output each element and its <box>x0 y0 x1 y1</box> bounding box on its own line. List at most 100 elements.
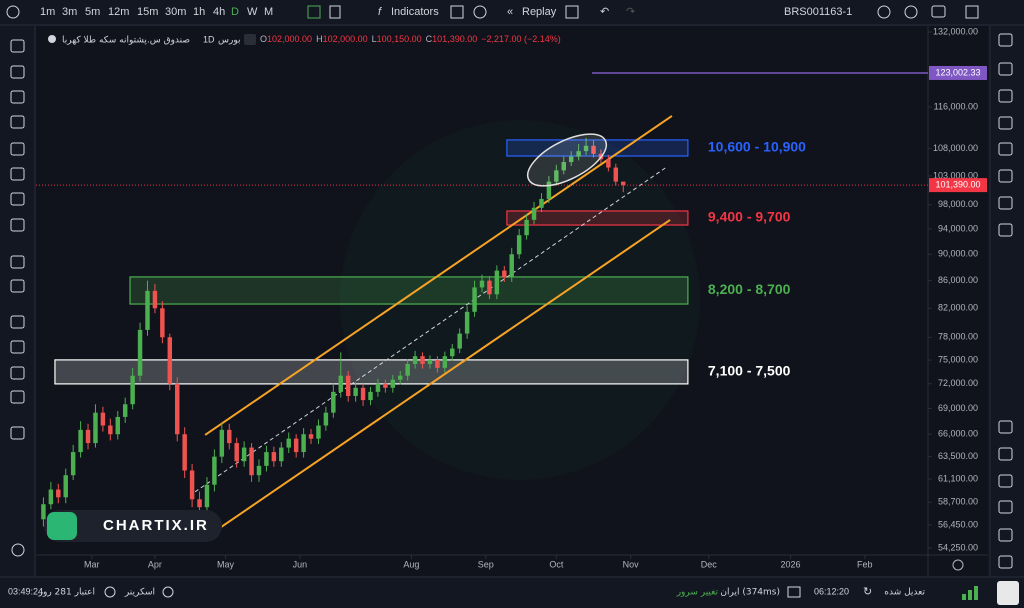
side-panel-button[interactable] <box>998 447 1013 461</box>
drawing-tool-button[interactable] <box>10 142 25 156</box>
drawing-tool-button[interactable] <box>10 39 25 53</box>
side-panel-button[interactable] <box>998 33 1013 47</box>
side-panel-button[interactable] <box>998 528 1013 542</box>
y-tick-label: 61,100.00 <box>938 473 978 483</box>
refresh-icon[interactable]: ↻ <box>863 586 872 598</box>
drawing-tool-button[interactable] <box>10 90 25 104</box>
candle-body <box>182 434 187 471</box>
interval-button[interactable]: M <box>264 6 273 18</box>
side-panel-button[interactable] <box>998 89 1013 103</box>
side-panel-button[interactable] <box>998 62 1013 76</box>
indicators-button[interactable]: Indicators <box>391 6 439 18</box>
snapshot-button[interactable] <box>931 5 946 18</box>
drawing-tool-button[interactable] <box>10 315 25 329</box>
side-panel-button[interactable] <box>998 500 1013 514</box>
candle-body <box>427 360 433 364</box>
interval-button[interactable]: W <box>247 6 258 18</box>
candle-body <box>464 311 470 334</box>
drawing-tool-button[interactable] <box>10 279 25 293</box>
candle-body <box>167 337 173 384</box>
interval-button[interactable]: 1h <box>193 6 205 18</box>
fx-icon: f <box>378 6 382 18</box>
drawing-tool-button[interactable] <box>10 192 25 206</box>
y-tick-label: 75,000.00 <box>938 354 978 364</box>
symbol-name[interactable]: BRS001163-1 <box>784 6 852 18</box>
candle-body <box>331 391 336 413</box>
y-tick-label: 103,000.00 <box>933 170 978 180</box>
drawing-tool-button[interactable] <box>10 390 25 404</box>
y-tick-label: 56,450.00 <box>938 519 978 529</box>
watermark-icon <box>47 512 77 540</box>
layout-button[interactable] <box>565 5 579 19</box>
side-panel-button[interactable] <box>998 223 1013 237</box>
x-tick-label: Mar <box>84 559 100 569</box>
candle-body <box>56 489 61 498</box>
candle-body <box>621 181 626 186</box>
undo-button[interactable]: ↶ <box>600 6 609 18</box>
interval-button[interactable]: 1m <box>40 6 55 18</box>
side-panel-button[interactable] <box>998 420 1013 434</box>
trend-line <box>204 115 673 436</box>
candle-body <box>398 375 403 380</box>
side-panel-button[interactable] <box>998 555 1013 569</box>
symbol-dot <box>48 35 56 43</box>
bar-style-button[interactable] <box>329 5 341 19</box>
add-symbol-button[interactable] <box>6 5 20 19</box>
candle-body <box>63 475 68 498</box>
y-tick-label: 90,000.00 <box>938 249 978 259</box>
screener-icon <box>162 586 174 598</box>
candle-body <box>516 235 522 255</box>
drawing-tool-button[interactable] <box>10 218 25 232</box>
drawing-tool-button[interactable] <box>10 115 25 129</box>
collapse-button[interactable] <box>244 34 256 45</box>
candle-body <box>576 151 581 157</box>
settings-button[interactable] <box>904 5 918 19</box>
side-panel-button[interactable] <box>998 196 1013 210</box>
candle-body <box>360 387 366 401</box>
side-panel-button[interactable] <box>998 116 1013 130</box>
change-server-button[interactable]: تغییر سرور <box>676 588 719 598</box>
price-tag-label: 123,002.33 <box>935 67 980 77</box>
screener-button[interactable]: اسکرینر <box>124 588 155 598</box>
candle-body <box>435 360 440 368</box>
candle-body <box>115 416 120 435</box>
axis-settings[interactable] <box>952 559 964 571</box>
chart-type-button[interactable] <box>307 5 321 19</box>
drawing-tool-button[interactable] <box>10 426 25 440</box>
drawing-tool-button[interactable] <box>10 366 25 380</box>
legend-exchange: بورس <box>218 36 241 46</box>
avatar[interactable] <box>997 581 1019 605</box>
interval-button[interactable]: D <box>231 6 239 18</box>
side-panel-button[interactable] <box>998 169 1013 183</box>
search-button[interactable] <box>877 5 891 19</box>
drawing-tool-button[interactable] <box>10 255 25 269</box>
drawing-tool-button[interactable] <box>10 167 25 181</box>
drawing-tool-button[interactable] <box>10 340 25 354</box>
y-tick-label: 78,000.00 <box>938 332 978 342</box>
top-toolbar <box>0 0 1024 25</box>
interval-button[interactable]: 15m <box>137 6 158 18</box>
interval-button[interactable]: 4h <box>213 6 225 18</box>
fullscreen-button[interactable] <box>965 5 979 19</box>
redo-button[interactable]: ↷ <box>626 6 635 18</box>
server-status: ایران (374ms) <box>720 588 780 598</box>
server-icon <box>787 586 801 598</box>
templates-button[interactable] <box>450 5 464 19</box>
interval-button[interactable]: 5m <box>85 6 100 18</box>
replay-button[interactable]: Replay <box>522 6 557 18</box>
interval-button[interactable]: 3m <box>62 6 77 18</box>
interval-button[interactable]: 30m <box>165 6 186 18</box>
y-tick-label: 82,000.00 <box>938 303 978 313</box>
adjusted-toggle[interactable]: تعدیل شده <box>884 588 925 598</box>
candle-body <box>554 170 559 182</box>
zone-label: 7,100 - 7,500 <box>708 363 791 379</box>
ohlc-value: 102,000.00 <box>323 34 368 44</box>
interval-button[interactable]: 12m <box>108 6 129 18</box>
x-tick-label: Oct <box>549 559 564 569</box>
drawing-tool-button[interactable] <box>10 65 25 79</box>
candle-body <box>412 356 418 364</box>
side-panel-button[interactable] <box>998 142 1013 156</box>
side-panel-button[interactable] <box>998 474 1013 488</box>
alert-button[interactable] <box>473 5 487 19</box>
